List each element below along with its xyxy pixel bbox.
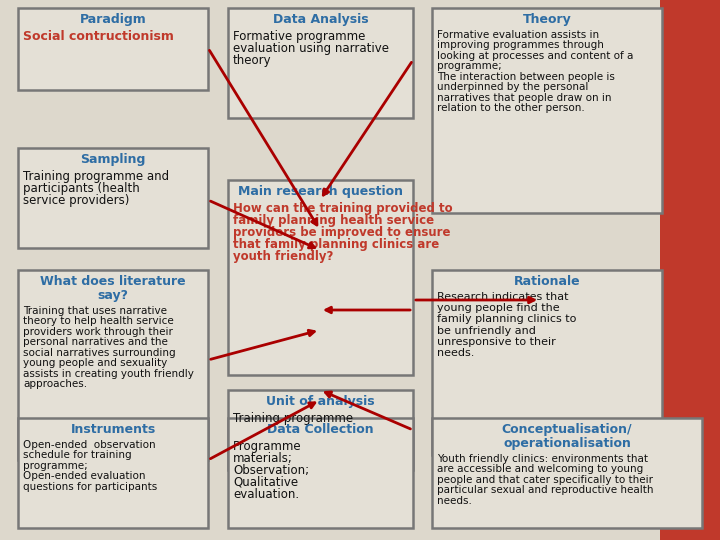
Text: Sampling: Sampling (81, 153, 145, 166)
Text: schedule for training: schedule for training (23, 450, 132, 461)
FancyBboxPatch shape (228, 418, 413, 528)
Text: Qualitative: Qualitative (233, 476, 298, 489)
Text: Unit of analysis: Unit of analysis (266, 395, 375, 408)
FancyBboxPatch shape (228, 180, 413, 375)
Text: evaluation.: evaluation. (233, 488, 299, 501)
FancyBboxPatch shape (432, 418, 702, 528)
Text: are accessible and welcoming to young: are accessible and welcoming to young (437, 464, 643, 475)
Text: Data Analysis: Data Analysis (273, 14, 369, 26)
Text: Open-ended  observation: Open-ended observation (23, 440, 156, 450)
Text: social narratives surrounding: social narratives surrounding (23, 348, 176, 358)
FancyBboxPatch shape (18, 270, 208, 460)
Text: Formative evaluation assists in: Formative evaluation assists in (437, 30, 599, 40)
FancyBboxPatch shape (432, 8, 662, 213)
Text: Open-ended evaluation: Open-ended evaluation (23, 471, 145, 482)
Text: improving programmes through: improving programmes through (437, 40, 604, 50)
Text: theory to help health service: theory to help health service (23, 316, 174, 326)
FancyBboxPatch shape (228, 390, 413, 470)
Text: say?: say? (97, 289, 128, 302)
Text: The interaction between people is: The interaction between people is (437, 72, 615, 82)
Text: Training programme and: Training programme and (23, 170, 169, 183)
Text: people and that cater specifically to their: people and that cater specifically to th… (437, 475, 653, 485)
Text: personal narratives and the: personal narratives and the (23, 338, 168, 347)
Text: needs.: needs. (437, 496, 472, 506)
Text: Rationale: Rationale (513, 275, 580, 288)
Text: Data Collection: Data Collection (267, 423, 374, 436)
Text: that family planning clinics are: that family planning clinics are (233, 238, 439, 251)
Text: service providers): service providers) (23, 194, 130, 207)
Text: Paradigm: Paradigm (80, 14, 146, 26)
Text: narratives that people draw on in: narratives that people draw on in (437, 93, 611, 103)
Text: assists in creating youth friendly: assists in creating youth friendly (23, 369, 194, 379)
FancyBboxPatch shape (18, 8, 208, 90)
Text: providers work through their: providers work through their (23, 327, 173, 337)
Text: Formative programme: Formative programme (233, 30, 365, 43)
Text: What does literature: What does literature (40, 275, 186, 288)
Text: Instruments: Instruments (71, 423, 156, 436)
Text: materials;: materials; (233, 452, 293, 465)
Text: Youth friendly clinics: environments that: Youth friendly clinics: environments tha… (437, 454, 648, 464)
FancyBboxPatch shape (18, 418, 208, 528)
Text: programme;: programme; (437, 62, 502, 71)
Text: Conceptualisation/: Conceptualisation/ (502, 423, 632, 436)
Text: Training programme: Training programme (233, 412, 353, 425)
Text: underpinned by the personal: underpinned by the personal (437, 83, 588, 92)
Text: young people find the: young people find the (437, 303, 559, 313)
Text: relation to the other person.: relation to the other person. (437, 104, 585, 113)
Text: be unfriendly and: be unfriendly and (437, 326, 536, 335)
Text: questions for participants: questions for participants (23, 482, 157, 492)
Text: Research indicates that: Research indicates that (437, 292, 569, 302)
Text: young people and sexuality: young people and sexuality (23, 359, 167, 368)
Text: looking at processes and content of a: looking at processes and content of a (437, 51, 634, 61)
FancyBboxPatch shape (432, 270, 662, 455)
Text: Social contructionism: Social contructionism (23, 30, 174, 43)
Text: family planning health service: family planning health service (233, 214, 434, 227)
Text: theory: theory (233, 54, 271, 67)
FancyBboxPatch shape (228, 8, 413, 118)
Text: programme;: programme; (23, 461, 88, 471)
Text: unresponsive to their: unresponsive to their (437, 337, 556, 347)
Text: providers be improved to ensure: providers be improved to ensure (233, 226, 451, 239)
Text: How can the training provided to: How can the training provided to (233, 202, 453, 215)
Text: participants (health: participants (health (23, 182, 140, 195)
Text: Main research question: Main research question (238, 185, 403, 199)
Text: Programme: Programme (233, 440, 302, 453)
Text: needs.: needs. (437, 348, 474, 358)
Text: Training that uses narrative: Training that uses narrative (23, 306, 167, 316)
Text: family planning clinics to: family planning clinics to (437, 314, 577, 325)
Text: approaches.: approaches. (23, 380, 87, 389)
FancyBboxPatch shape (18, 148, 208, 248)
Text: evaluation using narrative: evaluation using narrative (233, 42, 389, 55)
Text: Theory: Theory (523, 14, 572, 26)
Text: youth friendly?: youth friendly? (233, 249, 333, 262)
Text: operationalisation: operationalisation (503, 437, 631, 450)
Text: particular sexual and reproductive health: particular sexual and reproductive healt… (437, 485, 654, 495)
Text: Observation;: Observation; (233, 464, 309, 477)
